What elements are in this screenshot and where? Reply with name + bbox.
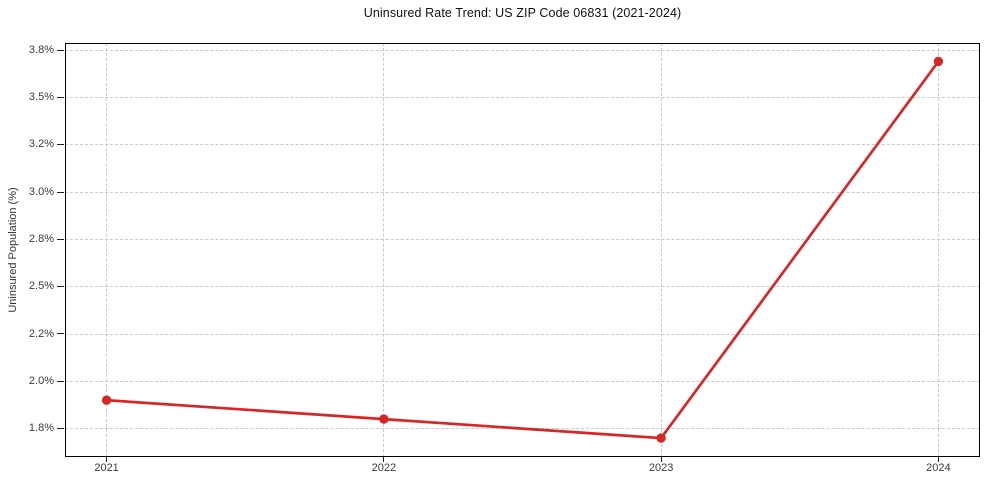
y-tick-label: 3.8% <box>28 43 54 56</box>
y-tick-mark <box>57 428 64 429</box>
x-gridline <box>660 42 662 457</box>
y-gridline <box>65 97 980 99</box>
y-tick-mark <box>57 49 64 51</box>
y-gridline <box>65 49 980 51</box>
y-gridline <box>65 144 980 146</box>
y-gridline <box>65 380 980 382</box>
x-tick-label: 2021 <box>94 462 119 474</box>
x-tick-mark <box>105 457 107 462</box>
y-tick-mark <box>57 380 64 382</box>
y-tick-mark <box>57 286 64 288</box>
y-gridline <box>65 239 980 240</box>
y-tick-label: 2.0% <box>28 374 54 387</box>
y-gridline <box>65 428 980 430</box>
y-axis-title: Uninsured Population (%) <box>7 187 19 313</box>
x-tick-label: 2023 <box>648 462 674 474</box>
y-tick-label: 3.0% <box>28 185 54 198</box>
y-tick-label: 3.5% <box>28 91 54 104</box>
x-gridline <box>383 42 385 457</box>
y-tick-label: 2.5% <box>28 280 54 293</box>
x-tick-mark <box>660 457 662 462</box>
y-tick-mark <box>57 97 64 99</box>
y-tick-mark <box>57 191 64 193</box>
y-gridline <box>65 333 980 335</box>
y-gridline <box>65 286 980 288</box>
y-tick-mark <box>57 238 64 240</box>
x-tick-label: 2022 <box>371 462 397 474</box>
y-tick-label: 2.2% <box>28 327 54 340</box>
x-gridline <box>106 42 108 457</box>
x-tick-label: 2024 <box>926 462 951 474</box>
y-tick-label: 3.2% <box>28 138 54 151</box>
x-gridline <box>937 42 939 457</box>
y-tick-mark <box>57 333 64 335</box>
y-tick-label: 2.8% <box>28 233 54 245</box>
y-tick-mark <box>57 144 64 146</box>
x-tick-mark <box>937 457 939 462</box>
y-tick-label: 1.8% <box>28 422 54 435</box>
x-tick-mark <box>383 457 385 462</box>
plot-area-border <box>65 42 980 457</box>
y-gridline <box>65 191 980 193</box>
chart-title: Uninsured Rate Trend: US ZIP Code 06831 … <box>363 6 682 20</box>
